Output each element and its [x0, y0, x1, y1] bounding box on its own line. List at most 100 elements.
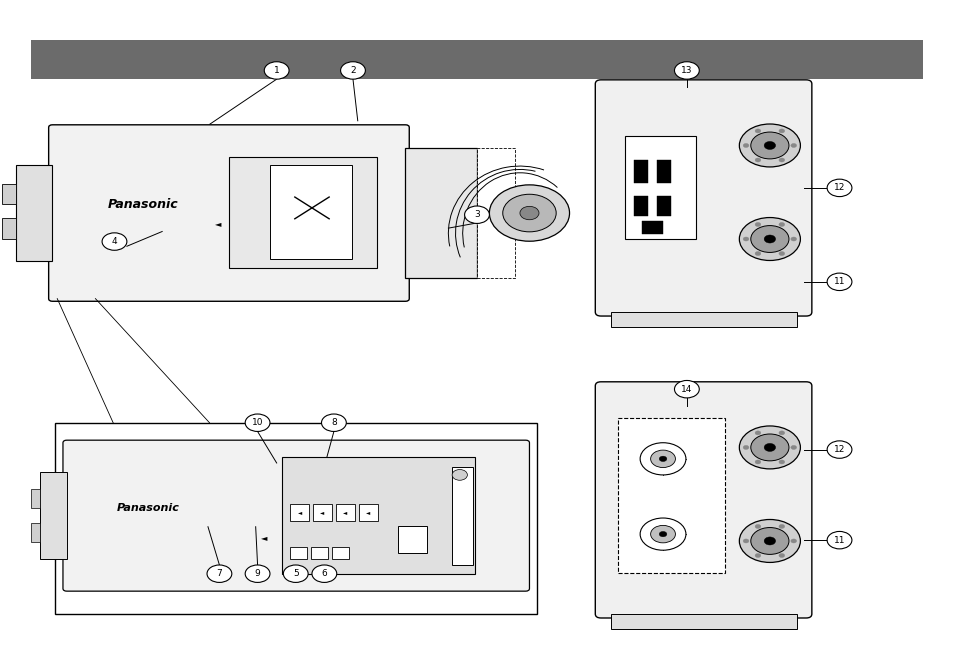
Circle shape	[739, 217, 800, 260]
Circle shape	[639, 518, 685, 550]
Bar	[229, 156, 376, 268]
Text: ◄: ◄	[343, 510, 347, 515]
FancyBboxPatch shape	[595, 80, 811, 316]
Bar	[30, 489, 40, 509]
Circle shape	[750, 527, 788, 554]
Circle shape	[659, 456, 666, 462]
Circle shape	[826, 273, 851, 291]
Circle shape	[778, 129, 783, 133]
Text: 13: 13	[680, 66, 692, 75]
Circle shape	[755, 129, 760, 133]
Bar	[55, 423, 537, 614]
Bar	[40, 472, 67, 560]
Circle shape	[102, 233, 127, 250]
Text: 5: 5	[293, 569, 298, 578]
Text: 14: 14	[680, 384, 692, 394]
FancyBboxPatch shape	[49, 125, 409, 301]
Circle shape	[778, 431, 783, 435]
Text: 8: 8	[331, 418, 336, 427]
Circle shape	[826, 441, 851, 458]
Bar	[610, 614, 796, 629]
Bar	[335, 504, 355, 521]
Circle shape	[778, 223, 783, 227]
Circle shape	[739, 426, 800, 469]
Circle shape	[464, 206, 489, 223]
Circle shape	[502, 194, 556, 231]
Circle shape	[755, 223, 760, 227]
Text: ◄: ◄	[320, 510, 324, 515]
Circle shape	[750, 132, 788, 159]
Bar	[2, 218, 16, 239]
Circle shape	[650, 450, 675, 468]
Circle shape	[778, 554, 783, 558]
Bar	[30, 523, 40, 542]
Circle shape	[790, 539, 796, 543]
Circle shape	[763, 142, 775, 150]
Bar	[476, 148, 515, 278]
Circle shape	[519, 206, 538, 219]
Circle shape	[755, 158, 760, 162]
Circle shape	[790, 446, 796, 450]
Circle shape	[755, 252, 760, 256]
Text: 11: 11	[833, 277, 844, 287]
Text: Panasonic: Panasonic	[108, 198, 178, 211]
Bar	[397, 526, 426, 553]
Bar	[332, 547, 349, 559]
Bar	[313, 504, 332, 521]
Text: 10: 10	[252, 418, 263, 427]
Circle shape	[264, 62, 289, 79]
Circle shape	[312, 565, 336, 582]
Circle shape	[321, 414, 346, 431]
Bar	[657, 160, 670, 183]
Circle shape	[283, 565, 308, 582]
Circle shape	[674, 62, 699, 79]
Circle shape	[489, 185, 569, 241]
Text: ◄: ◄	[214, 219, 221, 228]
Bar	[634, 196, 647, 217]
Text: 6: 6	[321, 569, 327, 578]
Circle shape	[739, 124, 800, 167]
Circle shape	[750, 434, 788, 461]
Circle shape	[742, 539, 748, 543]
Text: 12: 12	[833, 445, 844, 454]
Bar	[405, 148, 476, 278]
Text: 7: 7	[216, 569, 222, 578]
Text: Panasonic: Panasonic	[116, 503, 179, 513]
Circle shape	[790, 144, 796, 148]
Circle shape	[739, 519, 800, 562]
Text: 12: 12	[833, 183, 844, 193]
Bar	[452, 467, 473, 564]
Bar	[634, 160, 647, 183]
Bar	[618, 418, 724, 573]
Text: 2: 2	[350, 66, 355, 75]
Circle shape	[340, 62, 365, 79]
Circle shape	[742, 446, 748, 450]
Circle shape	[778, 158, 783, 162]
Bar	[624, 136, 696, 239]
Text: 3: 3	[474, 210, 479, 219]
Circle shape	[639, 443, 685, 475]
Circle shape	[790, 237, 796, 241]
Circle shape	[763, 537, 775, 545]
Circle shape	[778, 460, 783, 464]
FancyBboxPatch shape	[595, 382, 811, 618]
Circle shape	[245, 414, 270, 431]
Bar	[2, 184, 16, 205]
Circle shape	[452, 470, 467, 480]
Text: 11: 11	[833, 535, 844, 545]
Text: 1: 1	[274, 66, 279, 75]
Circle shape	[650, 525, 675, 543]
Circle shape	[763, 235, 775, 243]
FancyBboxPatch shape	[63, 440, 529, 591]
Text: ◄: ◄	[260, 533, 267, 542]
Circle shape	[755, 554, 760, 558]
Circle shape	[755, 460, 760, 464]
Bar	[311, 547, 328, 559]
Bar	[16, 165, 52, 261]
Text: ◄: ◄	[366, 510, 370, 515]
Text: 4: 4	[112, 237, 117, 246]
Bar	[282, 458, 475, 574]
Circle shape	[742, 237, 748, 241]
Circle shape	[245, 565, 270, 582]
Circle shape	[742, 144, 748, 148]
